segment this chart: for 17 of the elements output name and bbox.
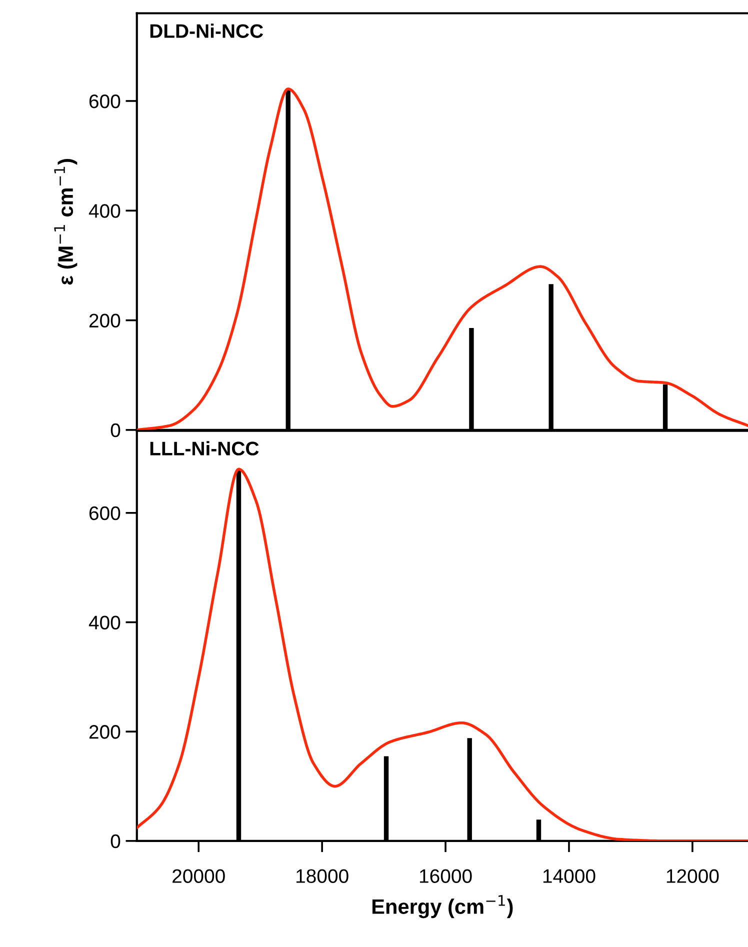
y-tick-label: 400 — [88, 616, 120, 630]
x-tick-label: 14000 — [543, 869, 596, 883]
annotation: DLD-Ni-NCC — [150, 24, 264, 38]
annotation: LLL-Ni-NCC — [150, 441, 259, 456]
y-tick-label: 0 — [110, 834, 120, 848]
y-tick-label: 0 — [110, 423, 120, 438]
x-tick-label: 12000 — [666, 869, 719, 883]
y-tick-label: 600 — [89, 506, 120, 520]
x-axis-title: Energy (cm$^{−1}$) — [372, 895, 513, 918]
y-tick-label: 600 — [89, 94, 120, 108]
y-tick-label: 200 — [89, 314, 120, 328]
y-tick-label: 400 — [88, 204, 120, 218]
y-tick-label: 200 — [89, 725, 120, 739]
x-tick-label: 16000 — [420, 869, 472, 883]
x-tick-label: 18000 — [296, 869, 348, 883]
x-tick-label: 20000 — [172, 869, 225, 883]
y-axis-title: ε (M$^{−1}$ cm$^{−1}$) — [54, 159, 78, 285]
